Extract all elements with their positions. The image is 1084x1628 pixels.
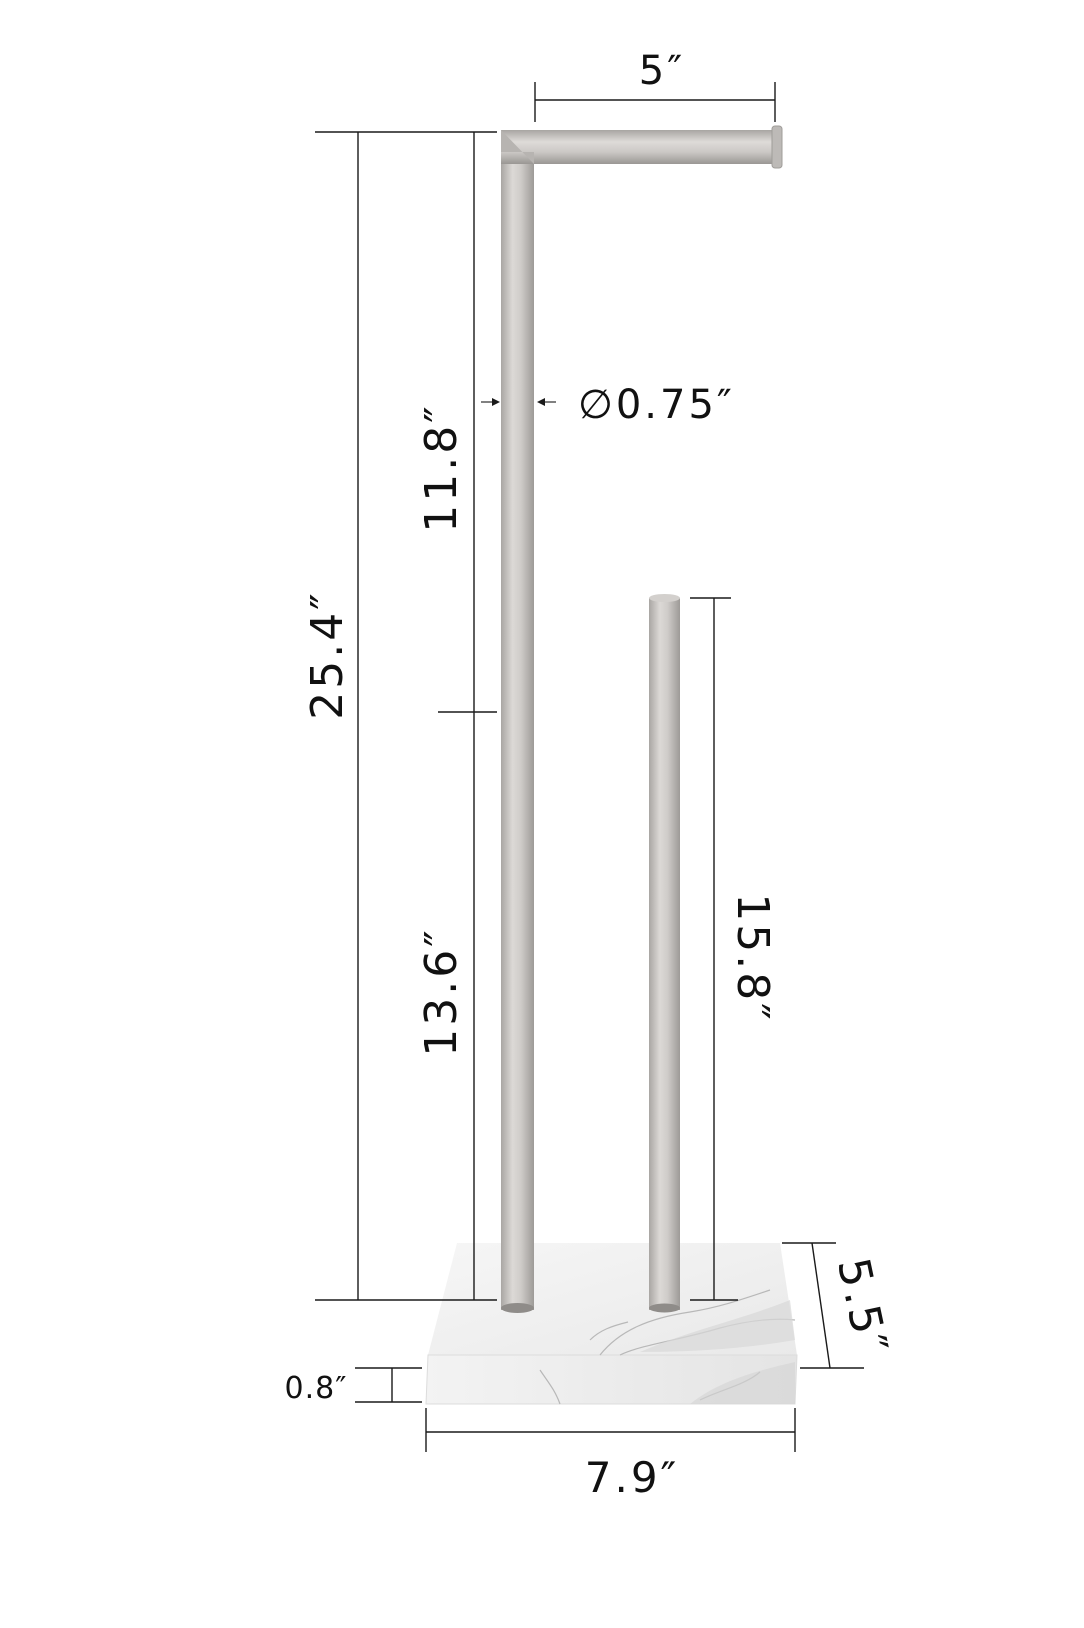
label-total-height: 25.4″ xyxy=(302,590,353,719)
dimension-lines xyxy=(315,82,864,1452)
label-reserve-rod: 15.8″ xyxy=(727,893,778,1022)
reserve-rod xyxy=(649,598,680,1310)
label-tube-diameter: ∅0.75″ xyxy=(578,382,735,428)
label-base-depth: 5.5″ xyxy=(827,1254,897,1361)
label-lower-section: 13.6″ xyxy=(416,927,467,1056)
holder-product xyxy=(425,125,798,1405)
label-top-arm: 5″ xyxy=(639,48,685,94)
dimension-labels: 5″ 25.4″ 11.8″ 13.6″ ∅0.75″ 15.8″ 5.5″ 0… xyxy=(285,48,898,1502)
top-arm xyxy=(501,130,776,164)
label-base-width: 7.9″ xyxy=(585,1453,679,1502)
label-upper-section: 11.8″ xyxy=(416,403,467,532)
arm-end-cap xyxy=(771,125,783,169)
main-post xyxy=(501,152,534,1310)
label-base-thickness: 0.8″ xyxy=(285,1371,348,1406)
